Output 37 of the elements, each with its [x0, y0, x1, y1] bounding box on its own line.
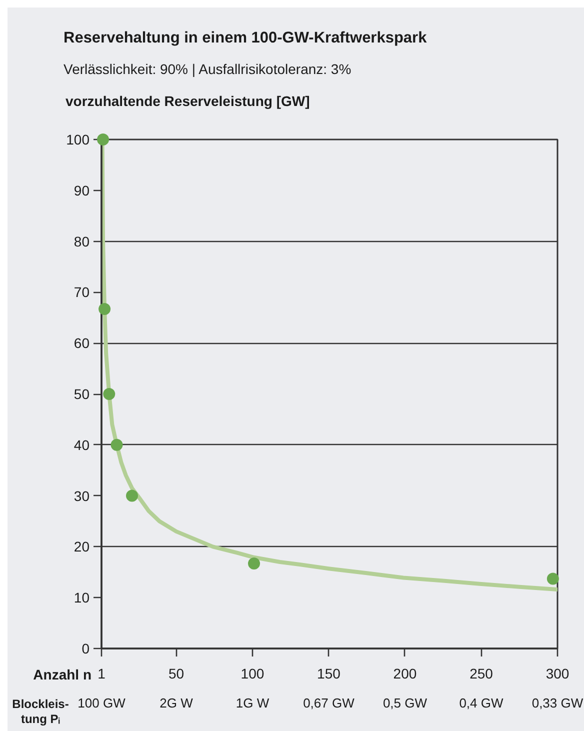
y-tick-label: 90: [74, 182, 90, 198]
y-tick-label: 40: [74, 436, 90, 453]
text: 1G W: [236, 696, 270, 710]
text: 0,33 GW: [532, 696, 584, 710]
chart-title: Reservehaltung in einem 100-GW-Kraftwerkspark: [64, 30, 428, 46]
y-tick-label: 30: [74, 488, 90, 504]
point: [103, 388, 116, 400]
point: [248, 558, 260, 570]
point: [126, 490, 138, 502]
x-axis-title: Anzahl n: [33, 666, 92, 682]
text: 2G W: [160, 696, 194, 710]
point: [546, 572, 559, 585]
text: 0,5 GW: [382, 696, 428, 710]
chart-subtitle: Verlässlichkeit: 90% | Ausfallrisikotoleranz: 3%: [64, 61, 352, 77]
y-tick-label: 20: [74, 538, 90, 555]
point: [110, 438, 123, 451]
text: 0,4 GW: [459, 696, 504, 710]
x-tick-label: 1: [98, 666, 106, 682]
y-tick-label: 50: [74, 386, 90, 402]
point: [97, 134, 110, 146]
x-tick-label: 100: [240, 666, 264, 682]
x-tick-label: 250: [470, 666, 494, 682]
y-tick-label: 0: [82, 640, 90, 656]
point: [98, 303, 111, 315]
y-tick-label: 100: [66, 132, 90, 148]
y-tick-label: 60: [74, 335, 90, 352]
x-tick-label: 50: [168, 666, 184, 682]
y-tick-label: 10: [74, 590, 90, 606]
x-tick-label: 150: [317, 666, 341, 682]
y-axis-title: vorzuhaltende Reserveleistung [GW]: [66, 93, 310, 109]
text: 100 GW: [78, 696, 126, 710]
x-tick-label: 200: [393, 666, 417, 682]
text: 0,67 GW: [303, 696, 356, 710]
x-tick-label: 300: [546, 666, 570, 682]
y-tick-label: 70: [74, 284, 90, 300]
y-tick-label: 80: [74, 233, 90, 250]
text: Blockleis- tung Pᵢ: [12, 696, 69, 726]
